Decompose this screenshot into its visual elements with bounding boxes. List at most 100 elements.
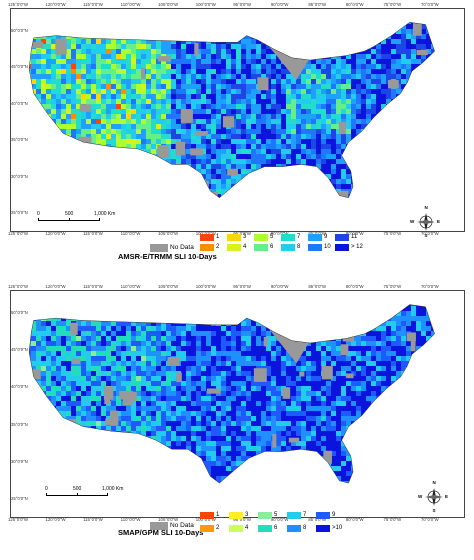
lat-tick-label: 45°0'0"N: [11, 347, 28, 353]
lon-tick-label: 125°0'0"W: [8, 517, 29, 522]
lon-tick-label: 125°0'0"W: [8, 2, 29, 7]
lon-tick-label: 120°0'0"W: [45, 2, 66, 7]
lon-tick-label: 90°0'0"W: [270, 284, 289, 289]
legend-label: 4: [243, 244, 247, 250]
legend-label: 6: [274, 525, 278, 531]
legend-label: 5: [274, 512, 278, 518]
lon-tick-label: 90°0'0"W: [270, 231, 289, 236]
lat-tick-label: 25°0'0"N: [11, 210, 28, 215]
lon-tick-label: 105°0'0"W: [158, 231, 179, 236]
lon-tick-label: 110°0'0"W: [120, 284, 141, 289]
legend-label: 2: [216, 244, 220, 250]
legend-label: 1: [216, 512, 220, 518]
lon-tick-label: 105°0'0"W: [158, 2, 179, 7]
lat-tick-label: 45°0'0"N: [11, 64, 28, 70]
lon-tick-label: 115°0'0"W: [83, 231, 103, 236]
legend-swatch: [254, 244, 268, 251]
lon-tick-label: 70°0'0"W: [421, 2, 439, 7]
lat-tick-label: 50°0'0"N: [11, 28, 28, 33]
map-panel-smap: 0 500 1,000 Km N E S W 125°0'0"W 125°0'0"…: [0, 280, 474, 560]
north-arrow-icon: N E S W: [410, 205, 441, 238]
legend-label: 6: [270, 244, 274, 250]
legend-label: >10: [332, 525, 343, 531]
lon-tick-label: 105°0'0"W: [158, 284, 179, 289]
lon-tick-label: 70°0'0"W: [421, 517, 439, 522]
legend-label: 9: [332, 512, 336, 518]
lat-tick-label: 50°0'0"N: [11, 310, 28, 315]
legend-label: 9: [324, 234, 328, 240]
legend-label: 4: [245, 525, 249, 531]
lon-tick-label: 100°0'0"W: [195, 517, 216, 522]
legend-label: 3: [245, 512, 249, 518]
lon-tick-label: 115°0'0"W: [83, 2, 103, 7]
legend-swatch: [308, 234, 322, 241]
lat-tick-label: 40°0'0"N: [11, 384, 28, 390]
legend-swatch-no-data: [150, 244, 168, 252]
legend-label: 7: [297, 234, 301, 240]
legend-title-smap: SMAP/GPM SLI 10-Days: [118, 528, 204, 537]
lat-tick-label: 30°0'0"N: [11, 173, 28, 179]
legend-swatch: [200, 234, 214, 241]
lon-tick-label: 90°0'0"W: [270, 2, 289, 7]
lon-tick-label: 100°0'0"W: [195, 2, 216, 7]
legend-label: 2: [216, 525, 220, 531]
lon-tick-label: 110°0'0"W: [120, 2, 141, 7]
legend-swatch: [227, 244, 241, 251]
legend-label: 7: [303, 512, 307, 518]
lon-tick-label: 125°0'0"W: [8, 231, 29, 236]
lon-tick-label: 80°0'0"W: [345, 2, 364, 7]
legend-swatch: [308, 244, 322, 251]
legend-label-no-data: No Data: [170, 244, 194, 251]
legend-swatch: [316, 525, 330, 532]
legend-swatch: [254, 234, 268, 241]
legend-swatch: [335, 234, 349, 241]
lon-tick-label: 80°0'0"W: [345, 231, 364, 236]
amsr-trmm-sli-map: [28, 22, 435, 199]
legend-swatch: [227, 234, 241, 241]
map-panel-amsr: 0 500 1,000 Km N E S W 125°0'0"W 125°0'0"…: [8, 2, 465, 261]
lon-tick-label: 85°0'0"W: [308, 2, 327, 7]
legend-swatch: [258, 512, 272, 519]
legend-swatch: [258, 525, 272, 532]
lon-tick-label: 110°0'0"W: [120, 517, 141, 522]
lon-tick-label: 80°0'0"W: [345, 284, 364, 289]
lon-tick-label: 80°0'0"W: [345, 517, 364, 522]
lon-tick-label: 95°0'0"W: [233, 231, 251, 236]
lon-tick-label: 115°0'0"W: [83, 517, 103, 522]
legend-label: 11: [351, 234, 358, 240]
map-frame-smap: [10, 290, 465, 518]
legend-swatch: [335, 244, 349, 251]
legend-swatch: [229, 525, 243, 532]
lon-tick-label: 120°0'0"W: [45, 284, 66, 289]
lon-tick-label: 75°0'0"W: [383, 2, 402, 7]
lon-tick-label: 100°0'0"W: [196, 231, 216, 236]
lon-tick-label: 75°0'0"W: [383, 517, 402, 522]
lat-tick-label: 35°0'0"N: [11, 137, 28, 143]
lon-tick-label: 95°0'0"W: [233, 284, 251, 289]
legend-swatch: [200, 525, 214, 532]
lon-tick-label: 90°0'0"W: [270, 517, 289, 522]
lon-tick-label: 110°0'0"W: [120, 231, 141, 236]
lon-tick-label: 85°0'0"W: [308, 517, 327, 522]
legend-label: 5: [270, 234, 274, 240]
lon-tick-label: 95°0'0"W: [233, 517, 251, 522]
scale-bar: 0 500 1,000 Km: [45, 486, 126, 501]
legend-swatch: [200, 244, 214, 251]
lon-tick-label: 85°0'0"W: [308, 231, 326, 236]
legend-label: 8: [303, 525, 307, 531]
lat-tick-label: 25°0'0"N: [11, 496, 28, 501]
legend-swatch: [287, 512, 301, 519]
legend-swatch: [200, 512, 214, 519]
lon-tick-label: 120°0'0"W: [45, 231, 66, 236]
legend-swatch-no-data: [150, 522, 168, 530]
legend-label: 10: [324, 244, 331, 250]
lon-tick-label: 125°0'0"W: [8, 284, 29, 289]
legend-label: 3: [243, 234, 247, 240]
lon-tick-label: 70°0'0"W: [421, 284, 439, 289]
lon-tick-label: 75°0'0"W: [383, 284, 402, 289]
lon-tick-label: 120°0'0"W: [45, 517, 66, 522]
lat-tick-label: 35°0'0"N: [11, 421, 28, 427]
smap-gpm-sli-map: [28, 304, 435, 484]
lat-tick-label: 40°0'0"N: [11, 100, 28, 106]
legend-swatch: [229, 512, 243, 519]
